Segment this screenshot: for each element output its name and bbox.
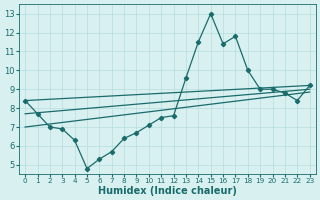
X-axis label: Humidex (Indice chaleur): Humidex (Indice chaleur) [98,186,237,196]
